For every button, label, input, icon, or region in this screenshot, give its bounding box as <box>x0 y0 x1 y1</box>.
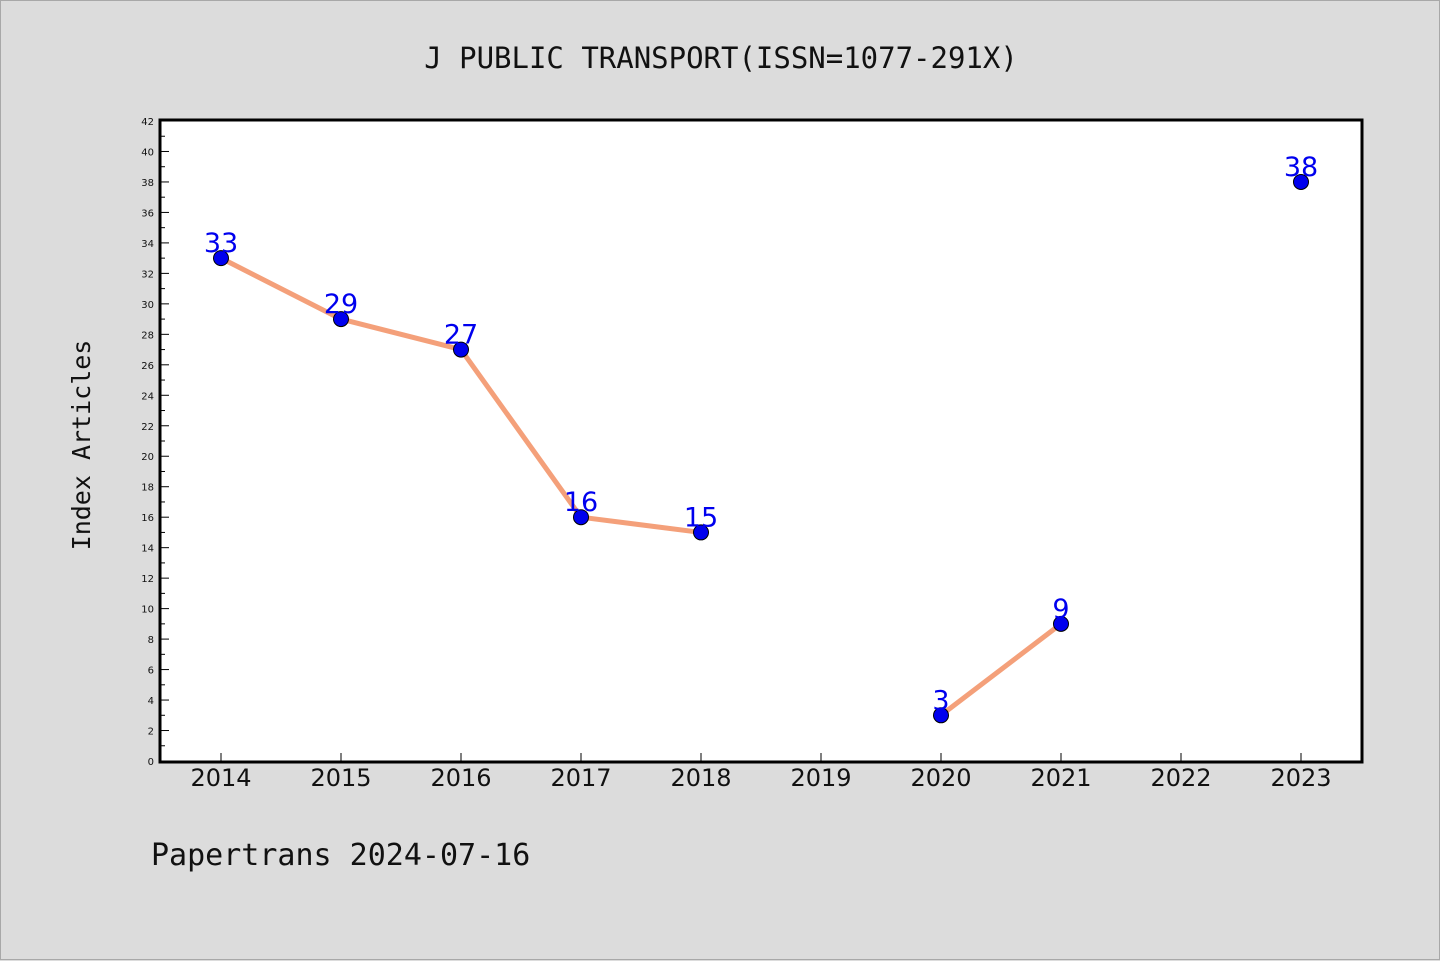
data-labels: 33 29 27 16 15 3 9 38 <box>204 152 1318 716</box>
data-point <box>933 707 949 724</box>
y-tick-label: 12 <box>141 574 154 585</box>
y-tick-label: 0 <box>148 757 154 768</box>
x-axis-ticks: 2014 2015 2016 2017 2018 2019 2020 2021 2022 2023 <box>190 753 1332 792</box>
y-tick-label: 40 <box>141 147 154 158</box>
y-tick-label: 8 <box>148 635 154 646</box>
data-point <box>693 524 709 541</box>
footer-credit: Papertrans 2024-07-16 <box>151 838 530 873</box>
y-tick-label: 6 <box>148 666 154 677</box>
data-label: 38 <box>1284 152 1318 183</box>
y-tick-label: 2 <box>148 727 154 738</box>
x-tick-label: 2021 <box>1030 764 1091 792</box>
y-tick-label: 42 <box>141 117 154 128</box>
y-tick-label: 32 <box>141 269 154 280</box>
x-tick-label: 2019 <box>790 764 851 792</box>
data-label: 16 <box>564 487 598 518</box>
y-axis-label: Index Articles <box>67 340 96 551</box>
plot-area <box>158 118 1364 764</box>
data-point <box>573 509 589 526</box>
x-tick-label: 2017 <box>550 764 611 792</box>
y-tick-label: 26 <box>141 361 154 372</box>
y-tick-label: 4 <box>148 696 154 707</box>
data-label: 15 <box>684 502 718 533</box>
data-label: 9 <box>1052 594 1069 625</box>
x-tick-label: 2018 <box>670 764 731 792</box>
data-label: 27 <box>444 320 478 351</box>
x-tick-label: 2023 <box>1270 764 1331 792</box>
y-tick-label: 14 <box>141 544 154 555</box>
y-tick-label: 24 <box>141 391 154 402</box>
y-tick-label: 34 <box>141 239 154 250</box>
x-tick-label: 2014 <box>190 764 251 792</box>
data-label: 33 <box>204 228 238 259</box>
y-tick-label: 18 <box>141 483 154 494</box>
y-tick-label: 30 <box>141 300 154 311</box>
y-tick-label: 22 <box>141 422 154 433</box>
x-tick-label: 2020 <box>910 764 971 792</box>
x-tick-label: 2015 <box>310 764 371 792</box>
series-points <box>213 173 1309 724</box>
data-label: 3 <box>932 685 949 716</box>
data-point <box>333 311 349 328</box>
y-tick-label: 16 <box>141 513 154 524</box>
data-point <box>1053 615 1069 632</box>
y-tick-label: 36 <box>141 208 154 219</box>
data-point <box>453 341 469 358</box>
x-tick-label: 2022 <box>1150 764 1211 792</box>
data-point <box>213 250 229 267</box>
data-label: 29 <box>324 289 358 320</box>
y-tick-label: 28 <box>141 330 154 341</box>
chart-title: J PUBLIC TRANSPORT(ISSN=1077-291X) <box>424 41 1018 75</box>
x-tick-label: 2016 <box>430 764 491 792</box>
y-tick-label: 20 <box>141 452 154 463</box>
y-tick-label: 10 <box>141 605 154 616</box>
series-line-segment <box>938 621 1064 718</box>
data-point <box>1293 173 1309 190</box>
y-tick-label: 38 <box>141 178 154 189</box>
